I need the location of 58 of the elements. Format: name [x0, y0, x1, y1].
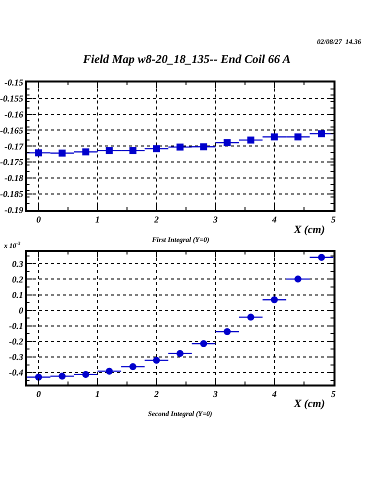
point [176, 144, 184, 151]
point [270, 133, 278, 140]
y-tick-label: -0.3 [8, 352, 24, 362]
y-tick-label: -0.165 [0, 125, 24, 136]
point [294, 276, 302, 283]
point [106, 147, 113, 154]
point [82, 370, 90, 378]
point [200, 143, 208, 150]
x-tick-label: 4 [271, 214, 278, 224]
x-tick-label: 1 [95, 388, 100, 399]
y-tick-label: -0.15 [4, 78, 24, 88]
y-tick-label: -0.4 [8, 368, 24, 378]
x-tick-label: 0 [36, 388, 42, 399]
point [294, 133, 302, 140]
y-tick-label: -0.185 [0, 189, 24, 200]
point [176, 350, 184, 357]
x-tick-label: 3 [212, 388, 218, 399]
y-tick-label: -0.155 [0, 94, 24, 104]
point [318, 254, 326, 261]
y-tick-label: -0.2 [8, 336, 24, 347]
x-tick-label: 1 [95, 214, 100, 224]
y-tick-label: -0.18 [4, 173, 24, 184]
point [152, 356, 160, 364]
y-tick-label: 0 [18, 305, 24, 316]
y-tick-label: 0.3 [12, 258, 24, 269]
point [58, 150, 66, 157]
y-tick-label: -0.1 [8, 321, 24, 332]
point [58, 372, 66, 380]
point [35, 374, 42, 381]
chart-title: Field Map w8-20_18_135-- End Coil 66 A [82, 52, 291, 66]
y-tick-label: -0.17 [4, 141, 24, 152]
x-tick-label: 5 [331, 388, 336, 399]
x-axis-title: X (cm) [293, 398, 325, 410]
x-tick-label: 3 [212, 214, 218, 224]
x-tick-label: 4 [271, 388, 278, 399]
x-axis-title: X (cm) [293, 224, 325, 236]
point [35, 149, 42, 156]
y-tick-label: -0.19 [4, 204, 24, 215]
point [82, 148, 90, 156]
point [129, 147, 136, 154]
point [247, 136, 254, 144]
y-tick-label: 0.2 [12, 274, 24, 284]
y-tick-label: -0.175 [0, 157, 24, 168]
x-tick-label: 5 [331, 214, 336, 224]
y-tick-label: 0.1 [12, 290, 24, 300]
point [106, 368, 113, 375]
point [224, 139, 231, 146]
point [270, 296, 278, 304]
point [200, 340, 208, 348]
point [129, 363, 136, 370]
point [318, 130, 326, 138]
point [247, 314, 254, 321]
x-tick-label: 0 [36, 214, 42, 224]
x-tick-label: 2 [153, 214, 160, 224]
y-tick-label: -0.16 [4, 109, 24, 120]
x-tick-label: 2 [153, 388, 160, 399]
point [224, 328, 231, 336]
point [152, 145, 160, 152]
